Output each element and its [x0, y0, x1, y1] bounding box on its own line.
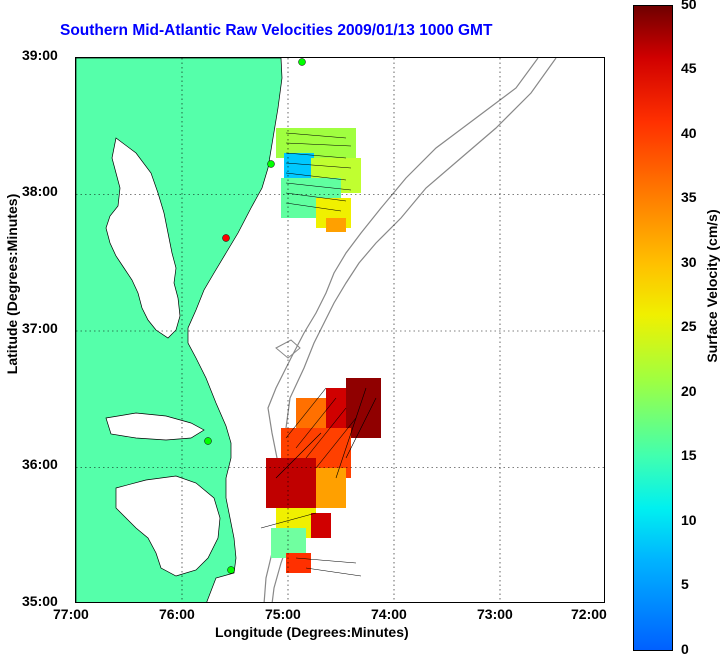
radar-site-marker [204, 437, 212, 445]
colorbar-tick-label: 25 [681, 318, 697, 334]
velocity-arrows-north [285, 132, 352, 212]
map-canvas [76, 58, 604, 602]
albemarle-sound [105, 412, 205, 441]
colorbar [633, 5, 673, 651]
colorbar-tick-label: 40 [681, 125, 697, 141]
x-tick-label: 76:00 [159, 606, 195, 622]
colorbar-tick-label: 45 [681, 60, 697, 76]
bathymetry-contour [275, 339, 301, 359]
x-tick-label: 74:00 [371, 606, 407, 622]
colorbar-tick-label: 35 [681, 189, 697, 205]
x-tick-label: 73:00 [477, 606, 513, 622]
radar-site-marker [227, 566, 235, 574]
colorbar-tick-label: 15 [681, 447, 697, 463]
grid-lines [76, 58, 604, 602]
colorbar-title: Surface Velocity (cm/s) [704, 209, 720, 363]
y-tick-label: 38:00 [22, 183, 58, 199]
velocity-arrows-south [260, 387, 377, 577]
colorbar-tick-label: 10 [681, 512, 697, 528]
radar-site-marker [222, 234, 230, 242]
colorbar-tick-label: 50 [681, 0, 697, 12]
y-axis-label: Latitude (Degrees:Minutes) [4, 193, 20, 375]
x-axis-label: Longitude (Degrees:Minutes) [215, 624, 409, 640]
y-tick-label: 36:00 [22, 456, 58, 472]
colorbar-tick-label: 5 [681, 576, 689, 592]
map-plot-area[interactable] [75, 57, 605, 603]
x-tick-label: 75:00 [265, 606, 301, 622]
radar-sites [204, 58, 306, 574]
x-tick-label: 72:00 [571, 606, 607, 622]
velocity-field-north [276, 128, 361, 232]
y-tick-label: 39:00 [22, 47, 58, 63]
colorbar-tick-label: 30 [681, 254, 697, 270]
x-tick-label: 77:00 [53, 606, 89, 622]
colorbar-tick-label: 20 [681, 383, 697, 399]
y-tick-label: 37:00 [22, 320, 58, 336]
colorbar-tick-label: 0 [681, 641, 689, 657]
radar-site-marker [298, 58, 306, 66]
y-tick-label: 35:00 [22, 593, 58, 609]
map-title: Southern Mid-Atlantic Raw Velocities 200… [60, 22, 493, 39]
chesapeake-bay [105, 137, 181, 339]
radar-site-marker [267, 160, 275, 168]
velocity-field-south [266, 378, 381, 573]
pamlico-sound [115, 475, 221, 577]
